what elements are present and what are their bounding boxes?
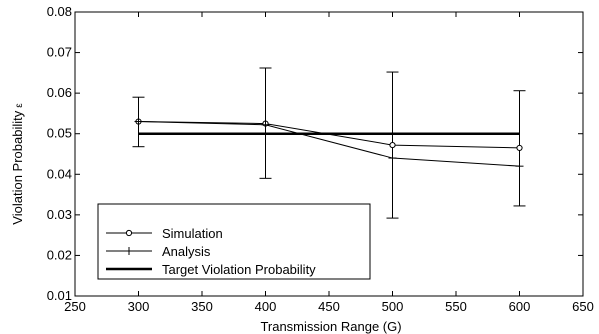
legend-marker-simulation: [125, 229, 133, 237]
y-tick-label-7: 0.08: [47, 4, 72, 19]
x-axis: 250 300 350 400 450 500 550 600 650: [64, 12, 594, 314]
legend-label-analysis: Analysis: [162, 244, 211, 259]
point-1-1: [261, 120, 270, 129]
legend-box: [97, 203, 371, 280]
y-tick-label-0: 0.01: [47, 288, 72, 303]
y-tick-label-2: 0.03: [47, 207, 72, 222]
x-tick-label-7: 600: [509, 299, 531, 314]
legend-label-simulation: Simulation: [162, 226, 223, 241]
x-tick-label-1: 300: [128, 299, 150, 314]
y-axis: 0.01 0.02 0.03 0.04 0.05 0.06 0.07 0.08: [47, 4, 583, 303]
x-tick-label-0: 250: [64, 299, 86, 314]
point-1-0: [134, 117, 143, 126]
series-line-1: [138, 121, 520, 167]
x-tick-label-8: 650: [572, 299, 594, 314]
legend-marker-analysis: [125, 247, 133, 255]
y-tick-label-6: 0.07: [47, 45, 72, 60]
x-axis-label: Transmission Range (G): [260, 319, 401, 334]
point-1-3: [515, 162, 524, 171]
y-tick-label-3: 0.04: [47, 166, 72, 181]
x-tick-label-2: 350: [191, 299, 213, 314]
y-tick-label-4: 0.05: [47, 126, 72, 141]
legend: Simulation Analysis Target Violation Pro…: [97, 203, 371, 280]
x-tick-label-3: 400: [255, 299, 277, 314]
y-axis-label: Violation Probability ε: [10, 103, 25, 225]
y-tick-label-5: 0.06: [47, 85, 72, 100]
point-0-3: [516, 144, 523, 152]
legend-label-target: Target Violation Probability: [162, 262, 316, 277]
series-lines: [138, 121, 520, 167]
y-axis-label-symbol: ε: [14, 103, 25, 108]
x-tick-label-4: 450: [318, 299, 340, 314]
y-tick-label-1: 0.02: [47, 247, 72, 262]
error-bars: [132, 67, 526, 219]
x-tick-label-6: 550: [445, 299, 467, 314]
y-axis-label-text: Violation Probability: [10, 110, 25, 224]
x-tick-label-5: 500: [382, 299, 404, 314]
series-markers: [134, 117, 524, 171]
point-0-2: [389, 141, 396, 149]
point-1-2: [388, 154, 397, 163]
